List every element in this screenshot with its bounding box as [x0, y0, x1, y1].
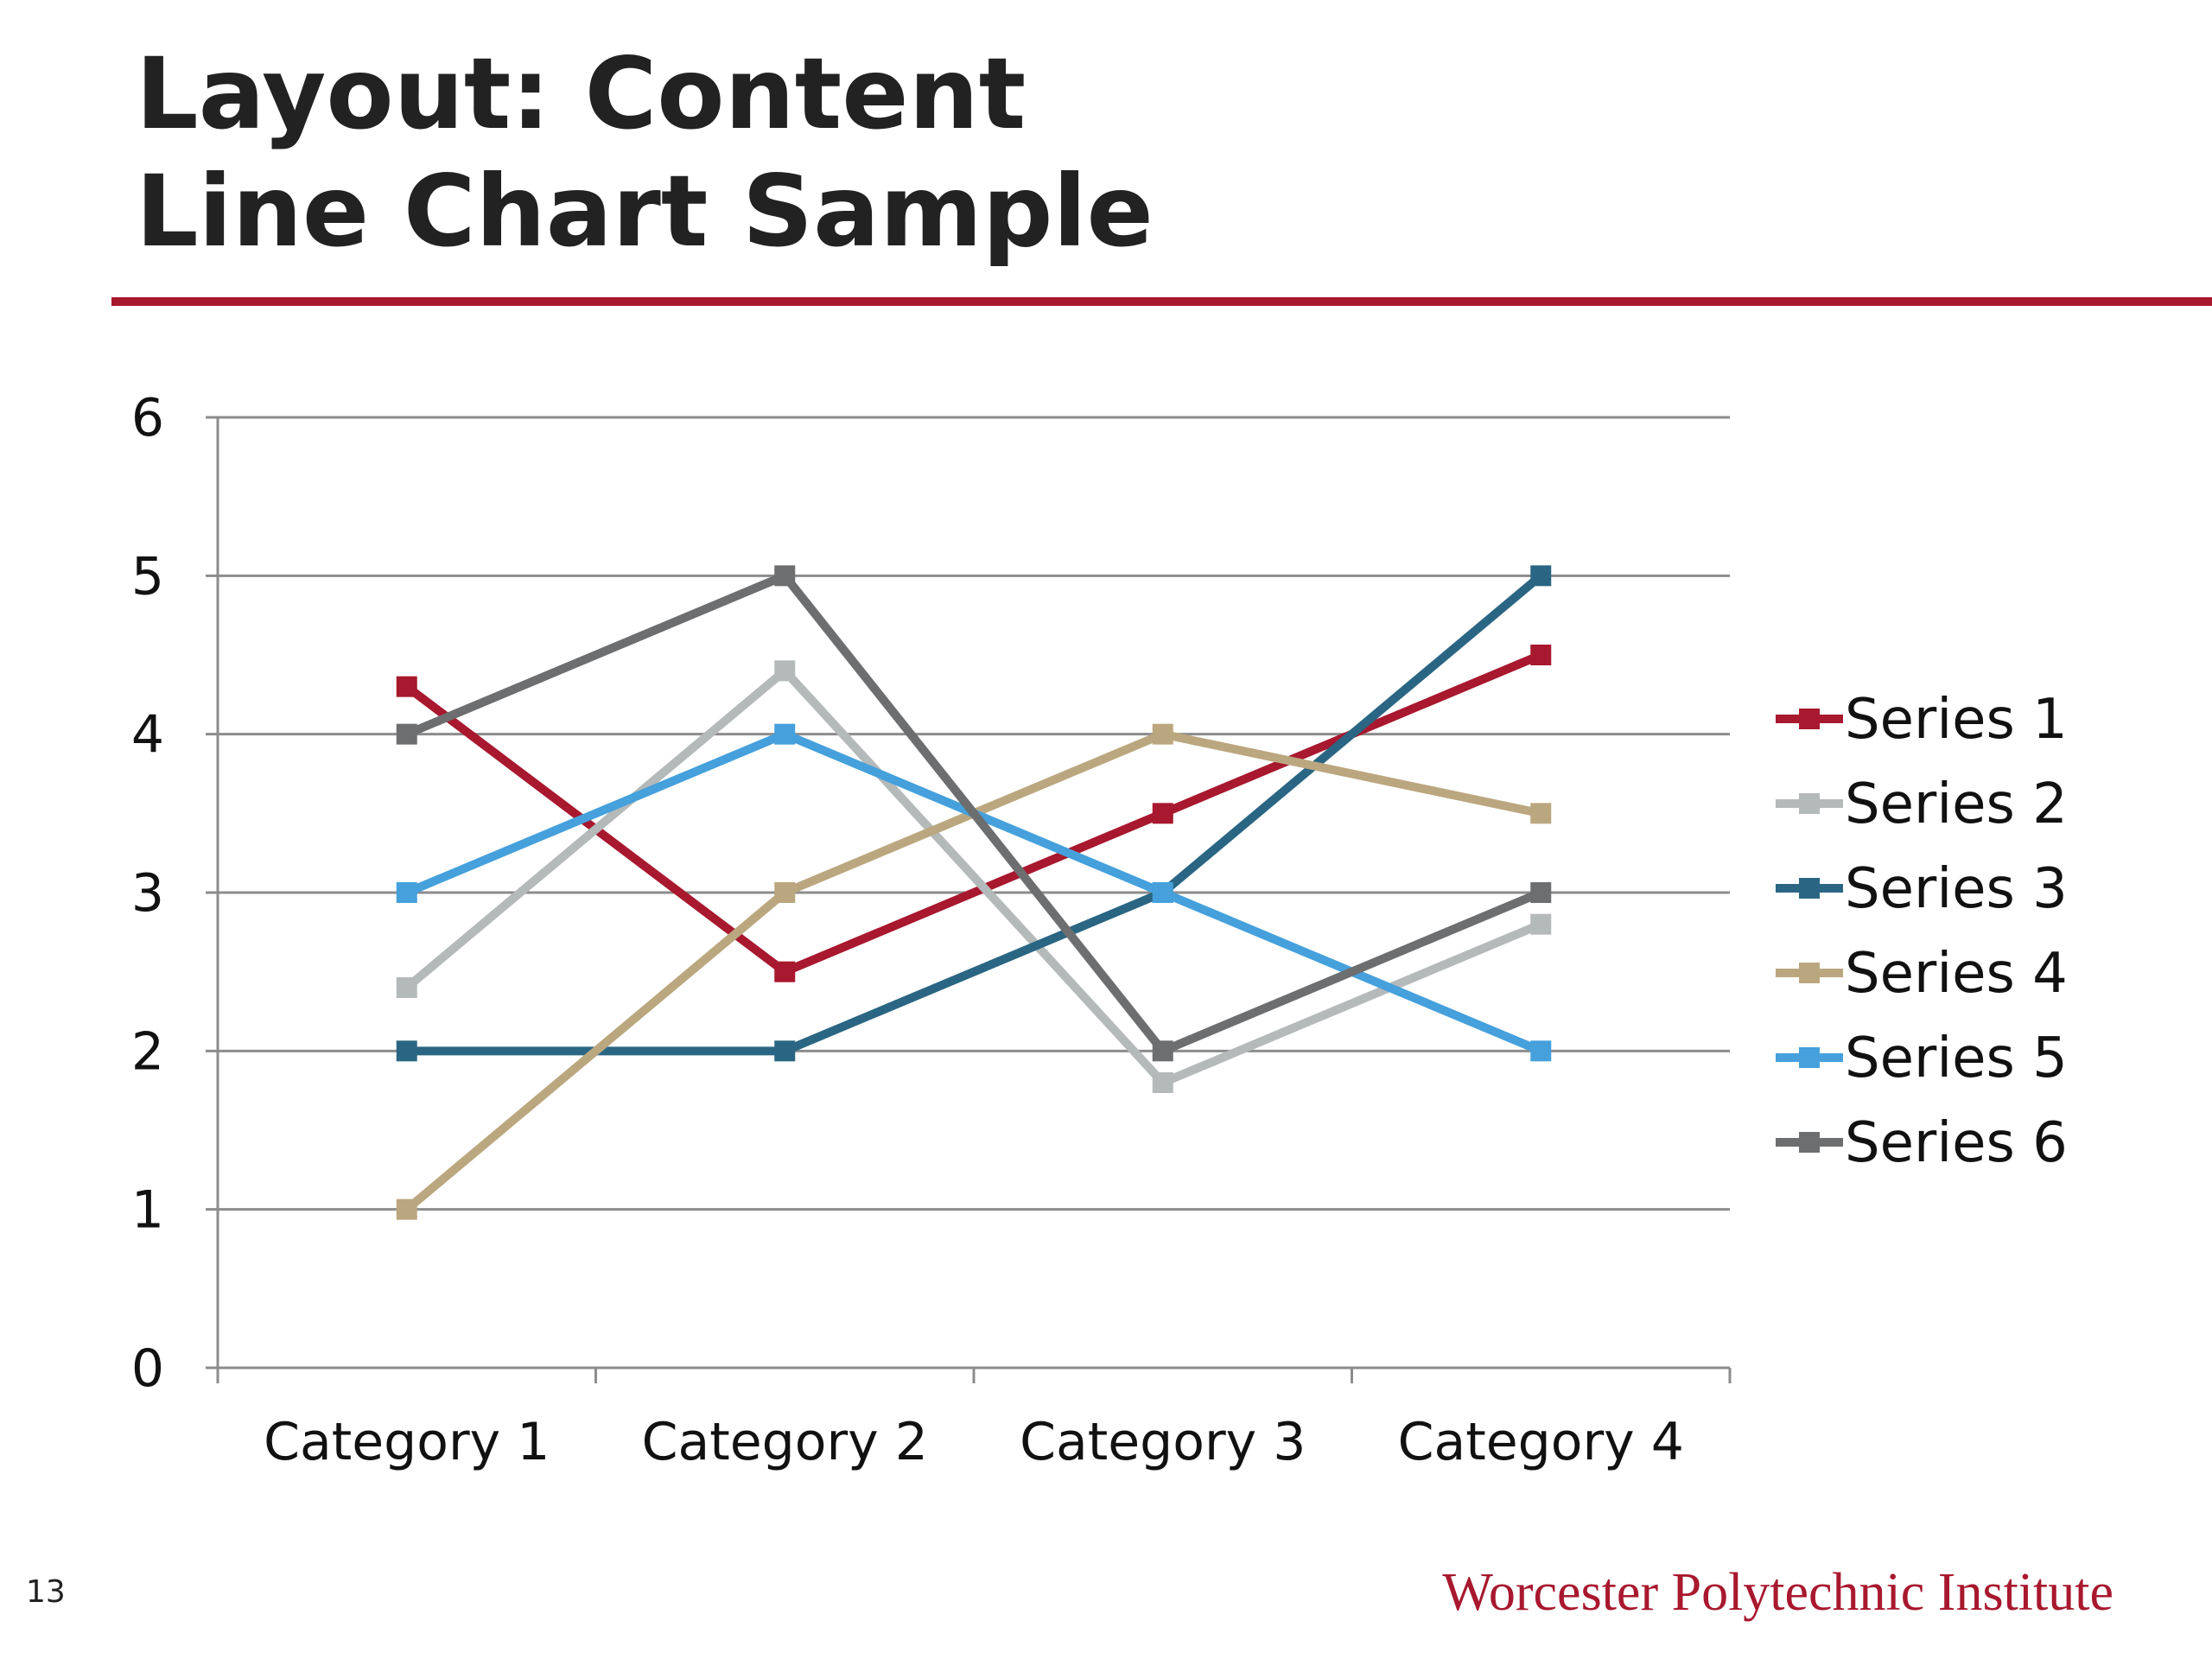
- data-point-marker: [1530, 913, 1552, 935]
- legend-marker-swatch: [1799, 878, 1820, 899]
- slide-title-line-1: Layout: Content: [136, 36, 1027, 151]
- title-divider: [111, 297, 2212, 306]
- data-point-marker: [396, 882, 417, 903]
- data-point-marker: [396, 1198, 417, 1220]
- legend-item: Series 6: [1776, 1111, 2068, 1175]
- x-tick-label: Category 4: [1398, 1412, 1684, 1472]
- legend-item: Series 5: [1776, 1027, 2068, 1090]
- legend-marker-swatch: [1799, 1132, 1820, 1153]
- legend-marker-swatch: [1799, 793, 1820, 814]
- series-line: [404, 664, 1543, 1088]
- legend-item: Series 4: [1776, 942, 2068, 1006]
- page-number: 13: [26, 1574, 66, 1610]
- data-point-marker: [1530, 882, 1552, 903]
- legend-item: Series 1: [1776, 688, 2068, 752]
- legend-label: Series 4: [1845, 942, 2068, 1006]
- series-line: [404, 570, 1543, 1057]
- x-axis-tick-labels: Category 1 Category 2 Category 3 Category 4: [264, 1412, 1684, 1472]
- y-tick-label: 2: [131, 1021, 164, 1082]
- x-tick-label: Category 3: [1020, 1412, 1306, 1472]
- footer-institution-name: Worcester Polytechnic Institute: [1442, 1563, 2113, 1622]
- legend-label: Series 3: [1845, 857, 2068, 921]
- y-tick-label: 0: [131, 1338, 164, 1399]
- data-point-marker: [1530, 565, 1552, 587]
- legend-label: Series 5: [1845, 1027, 2068, 1090]
- legend-item: Series 3: [1776, 857, 2068, 921]
- series-2: [396, 660, 1552, 1093]
- series-6: [396, 565, 1552, 1062]
- x-tick-label: Category 2: [642, 1412, 928, 1472]
- legend-label: Series 1: [1845, 688, 2068, 752]
- chart-legend: Series 1 Series 2 Series 3 Series 4 Series 5…: [1776, 688, 2068, 1175]
- legend-marker-swatch: [1799, 963, 1820, 983]
- y-axis-tick-labels: 0 1 2 3 4 5 6: [131, 388, 164, 1399]
- data-point-marker: [1152, 1040, 1173, 1062]
- data-point-marker: [1152, 803, 1173, 824]
- y-tick-label: 3: [131, 863, 164, 924]
- data-point-marker: [774, 1040, 796, 1062]
- data-point-marker: [774, 565, 796, 587]
- data-point-marker: [1530, 1040, 1552, 1062]
- data-point-marker: [1152, 723, 1173, 745]
- legend-marker-swatch: [1799, 1047, 1820, 1068]
- data-point-marker: [1152, 1072, 1173, 1093]
- legend-label: Series 2: [1845, 772, 2068, 836]
- data-point-marker: [1530, 803, 1552, 824]
- data-point-marker: [396, 1040, 417, 1062]
- x-tick-label: Category 1: [264, 1412, 550, 1472]
- y-tick-label: 4: [131, 705, 164, 766]
- legend-item: Series 2: [1776, 772, 2068, 836]
- data-point-marker: [774, 882, 796, 903]
- legend-label: Series 6: [1845, 1111, 2068, 1175]
- data-point-marker: [396, 723, 417, 745]
- data-point-marker: [396, 977, 417, 998]
- legend-marker-swatch: [1799, 709, 1820, 729]
- chart-axes: [206, 417, 1732, 1383]
- data-point-marker: [774, 961, 796, 982]
- y-tick-label: 5: [131, 546, 164, 607]
- data-point-marker: [1152, 882, 1173, 903]
- y-tick-label: 6: [131, 388, 164, 448]
- slide-title-line-2: Line Chart Sample: [136, 154, 1154, 269]
- data-point-marker: [1530, 645, 1552, 665]
- data-point-marker: [774, 660, 796, 682]
- data-point-marker: [774, 723, 796, 745]
- chart-series: [396, 565, 1552, 1220]
- y-tick-label: 1: [131, 1180, 164, 1241]
- data-point-marker: [396, 676, 417, 697]
